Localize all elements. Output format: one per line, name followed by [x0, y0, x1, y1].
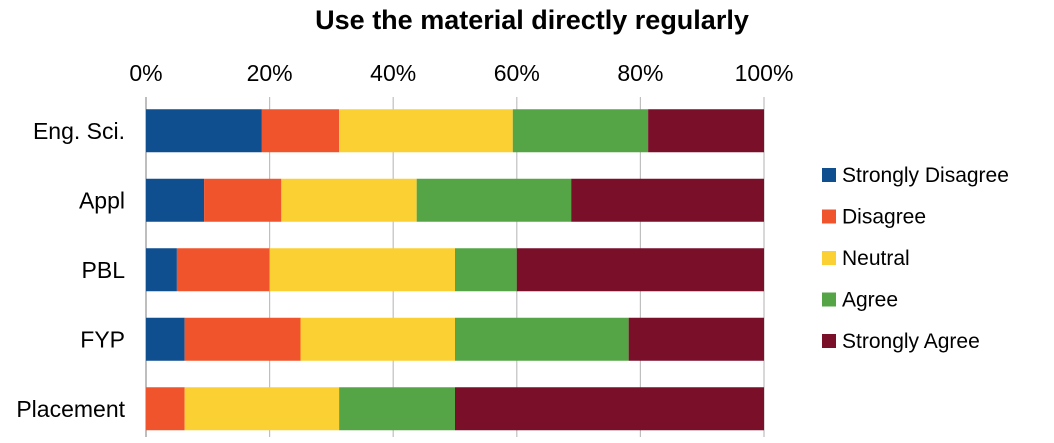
- x-tick-label: 60%: [494, 60, 540, 86]
- bar-segment: [455, 317, 629, 361]
- bar-segment: [512, 109, 649, 153]
- bar-segment: [571, 178, 764, 222]
- chart-title: Use the material directly regularly: [315, 5, 749, 35]
- legend-label: Agree: [842, 289, 898, 312]
- bar-segment: [184, 317, 301, 361]
- bar-segment: [516, 248, 764, 292]
- bar-segment: [339, 109, 513, 153]
- legend-label: Strongly Agree: [842, 330, 980, 353]
- bar-segment: [455, 248, 517, 292]
- bar-segment: [455, 387, 764, 431]
- bar-segment: [146, 178, 205, 222]
- legend-swatch: [822, 209, 836, 224]
- y-category-label: Eng. Sci.: [33, 118, 125, 144]
- bar-segment: [269, 248, 455, 292]
- bar-segment: [146, 248, 177, 292]
- x-tick-label: 80%: [617, 60, 663, 86]
- bar-segment: [648, 109, 764, 153]
- legend-swatch: [822, 168, 836, 182]
- y-axis-categories: Eng. Sci. Appl PBL FYP Placement: [16, 118, 125, 422]
- legend-label: Disagree: [842, 206, 926, 229]
- bar-segment: [416, 178, 572, 222]
- bar-segment: [204, 178, 282, 222]
- x-tick-label: 0%: [129, 60, 162, 86]
- legend-swatch: [822, 251, 836, 265]
- bar-segment: [146, 109, 262, 153]
- y-category-label: Appl: [79, 187, 125, 213]
- bar-segment: [146, 387, 185, 431]
- bar-segment: [339, 387, 455, 431]
- legend-swatch: [822, 334, 836, 348]
- bar-segment: [261, 109, 340, 153]
- bar-segment: [300, 317, 455, 361]
- x-axis-ticks: 0% 20% 40% 60% 80% 100%: [129, 60, 793, 86]
- bar-segment: [146, 317, 185, 361]
- legend-swatch: [822, 292, 836, 307]
- bar-segment: [281, 178, 417, 222]
- x-tick-label: 20%: [247, 60, 293, 86]
- legend: Strongly Disagree Disagree Neutral Agree Str…: [822, 164, 1009, 353]
- bar-segment: [628, 317, 764, 361]
- bar-segment: [184, 387, 340, 431]
- bars: [146, 109, 764, 431]
- bar-segment: [176, 248, 270, 292]
- x-tick-label: 40%: [370, 60, 416, 86]
- x-tick-label: 100%: [735, 60, 794, 86]
- y-category-label: Placement: [16, 396, 125, 422]
- y-category-label: FYP: [80, 326, 125, 352]
- legend-label: Strongly Disagree: [842, 164, 1009, 187]
- y-category-label: PBL: [82, 257, 126, 283]
- legend-label: Neutral: [842, 247, 910, 270]
